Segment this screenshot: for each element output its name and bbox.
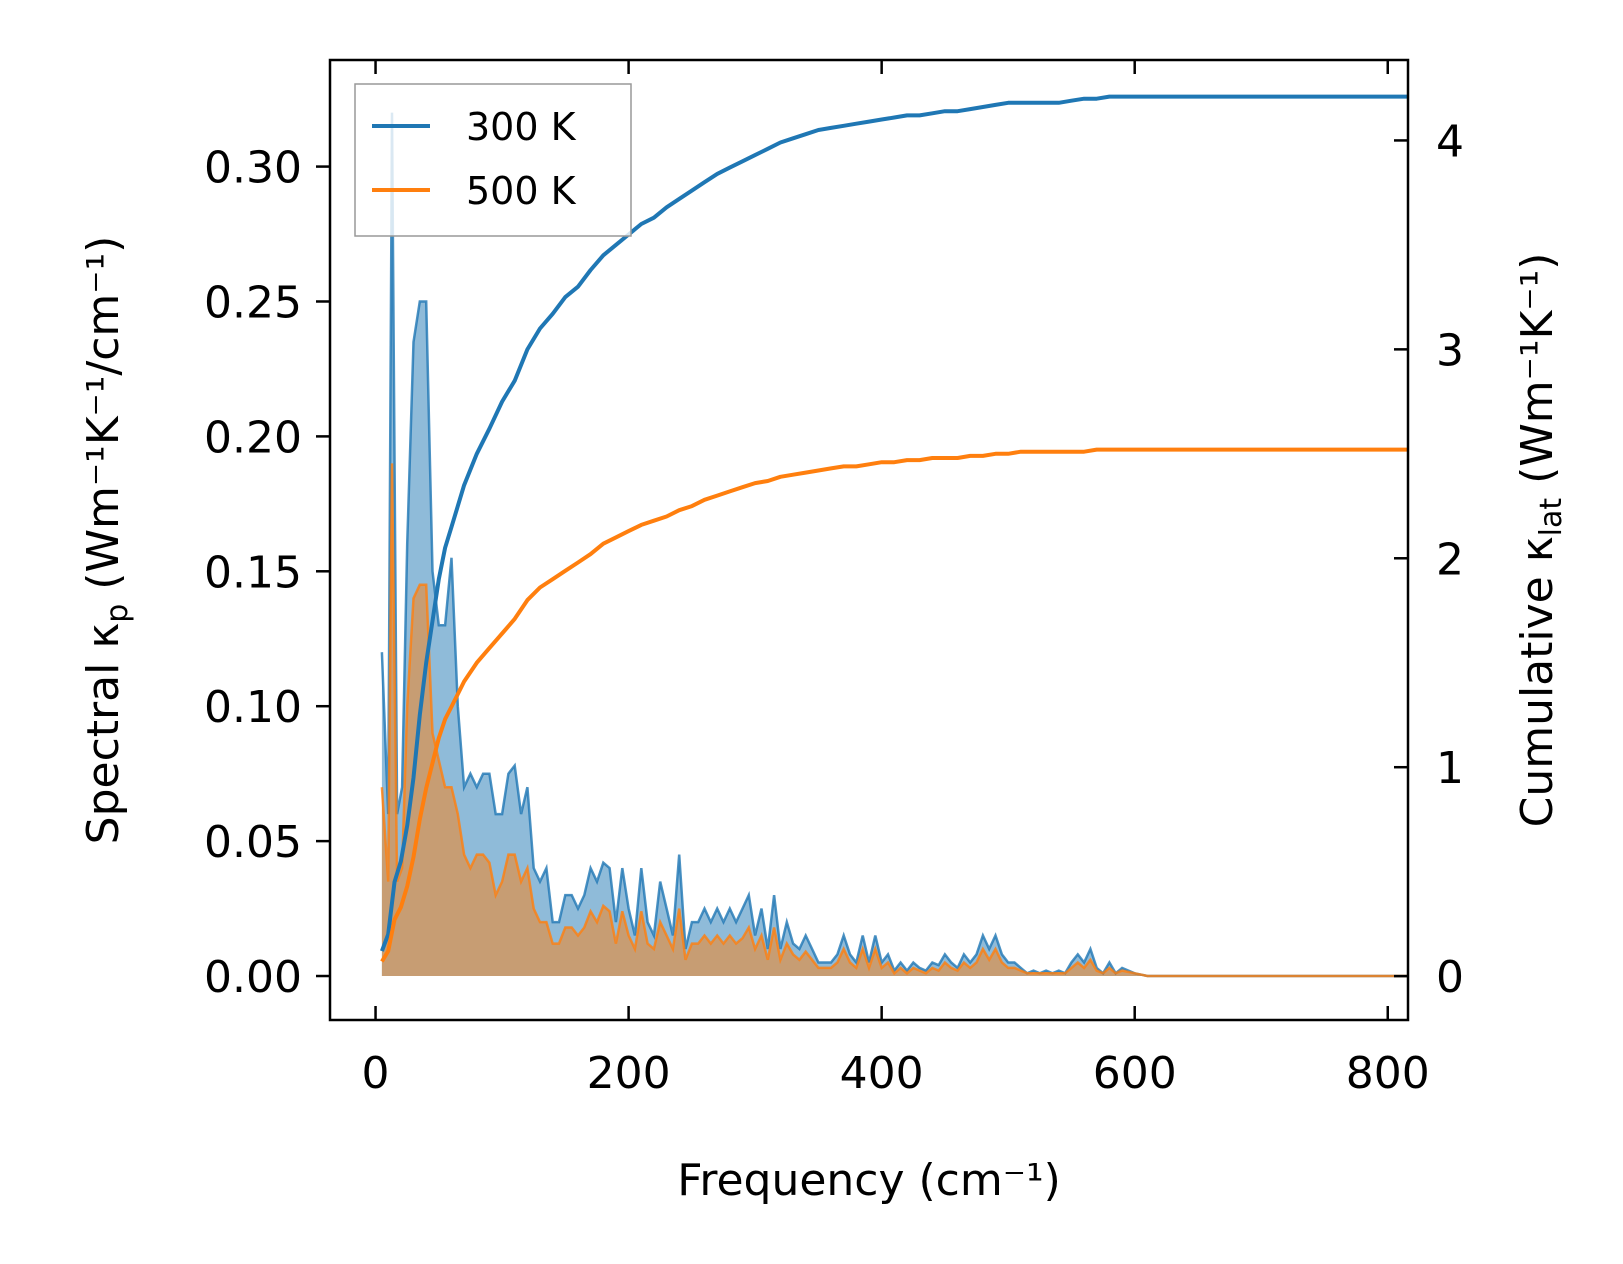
x-tick-label: 600 <box>1093 1048 1177 1099</box>
y-left-label-suffix: (Wm⁻¹K⁻¹/cm⁻¹) <box>78 236 129 604</box>
legend-label-300k: 300 K <box>466 105 577 149</box>
y-left-tick-label: 0.10 <box>204 682 302 733</box>
y-left-tick-label: 0.20 <box>204 412 302 463</box>
y-left-label-sub: p <box>100 604 135 623</box>
y-right-tick-label: 4 <box>1436 116 1464 167</box>
y-right-tick-label: 0 <box>1436 952 1464 1003</box>
plot-frame <box>328 58 1410 1022</box>
y-right-ticks: 0 1 2 3 4 <box>1394 116 1464 1003</box>
legend: 300 K 500 K <box>354 83 632 237</box>
spectral-fill-500k <box>381 463 1408 976</box>
y-left-tick-label: 0.30 <box>204 143 302 194</box>
y-right-label-suffix: (Wm⁻¹K⁻¹) <box>1512 253 1563 498</box>
legend-box <box>354 83 632 237</box>
spectral-lines <box>380 112 1408 978</box>
y-left-tick-label: 0.05 <box>204 817 302 868</box>
spectral-line-500k <box>380 463 1408 978</box>
x-ticks: 0 200 400 600 800 <box>362 60 1430 1099</box>
y-left-tick-label: 0.25 <box>204 277 302 328</box>
cumulative-line-500k <box>380 447 1408 963</box>
x-tick-label: 0 <box>362 1048 390 1099</box>
x-tick-label: 800 <box>1346 1048 1430 1099</box>
spectral-fills <box>381 112 1408 977</box>
cumulative-lines <box>380 94 1408 963</box>
y-right-label-sub: lat <box>1534 498 1569 537</box>
y-left-axis-label: Spectral κp (Wm⁻¹K⁻¹/cm⁻¹) <box>78 236 135 845</box>
x-tick-label: 400 <box>840 1048 924 1099</box>
y-left-tick-label: 0.00 <box>204 952 302 1003</box>
y-right-tick-label: 1 <box>1436 743 1464 794</box>
y-right-axis-label: Cumulative κlat (Wm⁻¹K⁻¹) <box>1512 253 1569 828</box>
y-right-label-prefix: Cumulative κ <box>1512 536 1563 827</box>
x-axis-label: Frequency (cm⁻¹) <box>677 1155 1061 1206</box>
x-tick-label: 200 <box>587 1048 671 1099</box>
legend-label-500k: 500 K <box>466 169 577 213</box>
y-right-tick-label: 2 <box>1436 534 1464 585</box>
y-left-label-prefix: Spectral κ <box>78 623 129 845</box>
y-right-tick-label: 3 <box>1436 325 1464 376</box>
spectral-line-300k <box>380 112 1408 978</box>
cumulative-line-300k <box>380 94 1408 952</box>
y-left-ticks: 0.00 0.05 0.10 0.15 0.20 0.25 0.30 <box>204 143 330 1003</box>
y-left-tick-label: 0.15 <box>204 547 302 598</box>
